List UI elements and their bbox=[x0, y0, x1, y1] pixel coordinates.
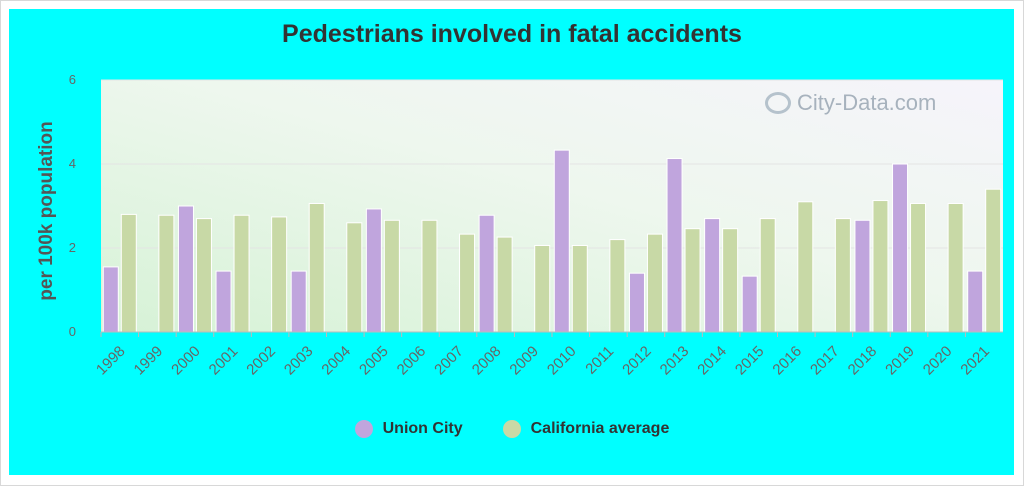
bar-union-city-1998[interactable] bbox=[102, 266, 119, 333]
y-tick-label: 6 bbox=[69, 72, 76, 87]
chart-title: Pedestrians involved in fatal accidents bbox=[282, 20, 742, 48]
bar-california-average-2019[interactable] bbox=[910, 202, 927, 333]
x-tick-label: 2019 bbox=[882, 343, 918, 379]
plot-area bbox=[101, 80, 1003, 332]
bar-union-city-2010[interactable] bbox=[553, 149, 570, 333]
x-tick-label: 2012 bbox=[619, 343, 655, 379]
bar-california-average-2003[interactable] bbox=[308, 202, 325, 333]
legend-item-union-city[interactable]: Union City bbox=[354, 420, 463, 438]
x-tick-label: 2005 bbox=[356, 343, 392, 379]
bar-union-city-2014[interactable] bbox=[704, 218, 721, 333]
bar-california-average-2017[interactable] bbox=[834, 218, 851, 333]
x-tick-label: 2021 bbox=[957, 343, 993, 379]
bar-union-city-2019[interactable] bbox=[892, 163, 909, 333]
bar-union-city-2005[interactable] bbox=[365, 208, 382, 333]
bar-california-average-2006[interactable] bbox=[421, 219, 438, 333]
bar-union-city-2013[interactable] bbox=[666, 158, 683, 333]
x-tick-label: 2018 bbox=[845, 343, 881, 379]
y-tick-label: 2 bbox=[69, 240, 76, 255]
bar-california-average-2016[interactable] bbox=[797, 201, 814, 333]
bar-california-average-2018[interactable] bbox=[872, 200, 889, 333]
bar-california-average-2014[interactable] bbox=[722, 228, 739, 333]
magnifier-chart-icon bbox=[765, 92, 791, 114]
bar-union-city-2015[interactable] bbox=[741, 275, 758, 333]
x-tick-label: 2010 bbox=[544, 343, 580, 379]
bar-california-average-2004[interactable] bbox=[346, 222, 363, 333]
x-tick-label: 2002 bbox=[243, 343, 279, 379]
x-tick-label: 2006 bbox=[394, 343, 430, 379]
x-tick-label: 2017 bbox=[807, 343, 843, 379]
x-tick-label: 2011 bbox=[582, 343, 617, 378]
y-axis-label: per 100k population bbox=[36, 121, 57, 300]
bar-california-average-2002[interactable] bbox=[271, 216, 288, 333]
x-tick-label: 2008 bbox=[469, 343, 505, 379]
bar-california-average-2001[interactable] bbox=[233, 214, 250, 333]
bar-union-city-2000[interactable] bbox=[177, 205, 194, 333]
y-tick-label: 0 bbox=[69, 324, 76, 339]
x-tick-label: 2004 bbox=[318, 343, 354, 379]
bar-california-average-2007[interactable] bbox=[459, 233, 476, 333]
bar-california-average-1998[interactable] bbox=[120, 213, 137, 333]
bar-california-average-1999[interactable] bbox=[158, 214, 175, 333]
bar-california-average-2010[interactable] bbox=[571, 244, 588, 333]
legend-label: California average bbox=[530, 420, 670, 437]
bar-union-city-2003[interactable] bbox=[290, 270, 307, 333]
bar-union-city-2018[interactable] bbox=[854, 219, 871, 333]
bar-union-city-2012[interactable] bbox=[628, 272, 645, 333]
watermark: City-Data.com bbox=[765, 90, 936, 116]
x-tick-label: 2007 bbox=[431, 343, 467, 379]
bar-california-average-2015[interactable] bbox=[759, 218, 776, 333]
x-tick-label: 1998 bbox=[93, 343, 129, 379]
x-tick-label: 1999 bbox=[131, 343, 167, 379]
x-tick-label: 2014 bbox=[694, 343, 730, 379]
x-tick-label: 2020 bbox=[920, 343, 956, 379]
x-tick-label: 2000 bbox=[168, 343, 204, 379]
x-tick-label: 2009 bbox=[506, 343, 542, 379]
bar-california-average-2012[interactable] bbox=[646, 233, 663, 333]
bar-california-average-2020[interactable] bbox=[947, 202, 964, 333]
x-tick-label: 2013 bbox=[657, 343, 693, 379]
x-tick-label: 2003 bbox=[281, 343, 317, 379]
x-tick-label: 2001 bbox=[206, 343, 242, 379]
bar-california-average-2005[interactable] bbox=[383, 219, 400, 333]
watermark-text: City-Data.com bbox=[797, 90, 937, 115]
bar-california-average-2021[interactable] bbox=[985, 188, 1002, 333]
bar-union-city-2001[interactable] bbox=[215, 270, 232, 333]
bar-california-average-2011[interactable] bbox=[609, 239, 626, 333]
legend-swatch bbox=[354, 420, 373, 438]
bar-california-average-2008[interactable] bbox=[496, 236, 513, 333]
bar-california-average-2000[interactable] bbox=[195, 218, 212, 333]
legend-label: Union City bbox=[382, 420, 463, 437]
legend-swatch bbox=[502, 420, 521, 438]
y-tick-label: 4 bbox=[69, 156, 76, 171]
bar-union-city-2021[interactable] bbox=[967, 270, 984, 333]
x-tick-label: 2015 bbox=[732, 343, 768, 379]
bar-union-city-2008[interactable] bbox=[478, 214, 495, 333]
x-tick-label: 2016 bbox=[769, 343, 805, 379]
chart-legend: Union City California average bbox=[0, 420, 1024, 438]
bar-california-average-2009[interactable] bbox=[534, 244, 551, 333]
bar-california-average-2013[interactable] bbox=[684, 228, 701, 333]
legend-item-california-average[interactable]: California average bbox=[502, 420, 670, 438]
